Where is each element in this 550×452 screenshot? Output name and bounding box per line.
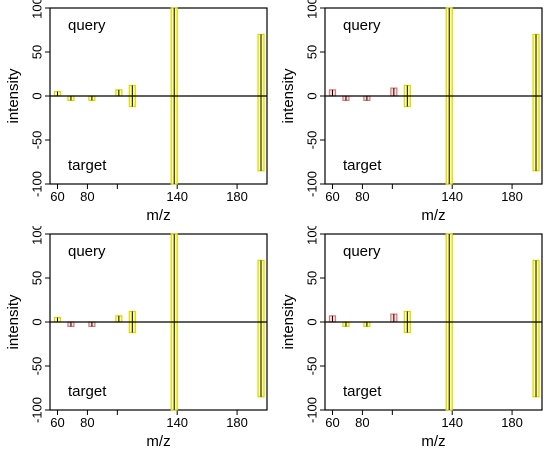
x-tick-label: 140 bbox=[166, 189, 188, 204]
y-tick-label: 0 bbox=[304, 92, 319, 99]
x-axis-label: m/z bbox=[421, 433, 445, 450]
x-tick-label: 180 bbox=[501, 189, 523, 204]
y-tick-label: 0 bbox=[29, 92, 44, 99]
target-annotation: target bbox=[343, 383, 382, 400]
x-tick-label: 140 bbox=[441, 189, 463, 204]
y-tick-label: 50 bbox=[29, 45, 44, 59]
query-annotation: query bbox=[343, 17, 381, 34]
x-tick-label: 80 bbox=[80, 189, 94, 204]
y-axis-label: intensity bbox=[5, 294, 22, 350]
y-tick-label: -50 bbox=[304, 131, 319, 150]
target-annotation: target bbox=[68, 157, 107, 174]
x-tick-label: 180 bbox=[501, 415, 523, 430]
spectrum-panel-2: -100 -50 0 50 100 60 80 140 180 m/z intensity query… bbox=[275, 0, 550, 226]
y-tick-label: 50 bbox=[304, 45, 319, 59]
y-tick-label: -50 bbox=[304, 357, 319, 376]
spectrum-panel-1: -100 -50 0 50 100 60 80 140 180 m/z intensity query… bbox=[0, 0, 275, 226]
x-tick-label: 60 bbox=[325, 189, 339, 204]
spectrum-chart-2: -100 -50 0 50 100 60 80 140 180 m/z intensity query… bbox=[280, 0, 543, 224]
x-tick-label: 80 bbox=[355, 189, 369, 204]
y-tick-label: 100 bbox=[304, 226, 319, 245]
spectrum-chart-4: -100 -50 0 50 100 60 80 140 180 m/z intensity query… bbox=[280, 226, 543, 450]
y-tick-label: 100 bbox=[29, 226, 44, 245]
y-tick-label: -50 bbox=[29, 357, 44, 376]
spectrum-chart-1: -100 -50 0 50 100 60 80 140 180 m/z intensity query… bbox=[5, 0, 268, 224]
y-tick-label: 0 bbox=[304, 318, 319, 325]
y-tick-label: 100 bbox=[29, 0, 44, 19]
y-tick-label: 50 bbox=[29, 271, 44, 285]
query-annotation: query bbox=[343, 243, 381, 260]
y-axis-label: intensity bbox=[280, 294, 297, 350]
y-tick-label: -100 bbox=[29, 397, 44, 423]
y-tick-label: 0 bbox=[29, 318, 44, 325]
y-tick-label: 100 bbox=[304, 0, 319, 19]
x-tick-label: 80 bbox=[80, 415, 94, 430]
x-tick-label: 140 bbox=[441, 415, 463, 430]
y-tick-label: -50 bbox=[29, 131, 44, 150]
spectrum-chart-3: -100 -50 0 50 100 60 80 140 180 m/z intensity query… bbox=[5, 226, 268, 450]
x-axis-label: m/z bbox=[146, 207, 170, 224]
target-annotation: target bbox=[68, 383, 107, 400]
x-tick-label: 180 bbox=[226, 415, 248, 430]
x-tick-label: 80 bbox=[355, 415, 369, 430]
y-axis-label: intensity bbox=[280, 68, 297, 124]
x-tick-label: 60 bbox=[50, 189, 64, 204]
y-tick-label: -100 bbox=[29, 171, 44, 197]
x-tick-label: 140 bbox=[166, 415, 188, 430]
target-annotation: target bbox=[343, 157, 382, 174]
query-annotation: query bbox=[68, 243, 106, 260]
y-tick-label: -100 bbox=[304, 397, 319, 423]
y-tick-label: 50 bbox=[304, 271, 319, 285]
x-tick-label: 180 bbox=[226, 189, 248, 204]
x-axis-label: m/z bbox=[146, 433, 170, 450]
x-axis-label: m/z bbox=[421, 207, 445, 224]
x-tick-label: 60 bbox=[50, 415, 64, 430]
y-axis-label: intensity bbox=[5, 68, 22, 124]
x-tick-label: 60 bbox=[325, 415, 339, 430]
query-annotation: query bbox=[68, 17, 106, 34]
spectrum-panel-4: -100 -50 0 50 100 60 80 140 180 m/z intensity query… bbox=[275, 226, 550, 452]
y-tick-label: -100 bbox=[304, 171, 319, 197]
spectrum-panel-3: -100 -50 0 50 100 60 80 140 180 m/z intensity query… bbox=[0, 226, 275, 452]
